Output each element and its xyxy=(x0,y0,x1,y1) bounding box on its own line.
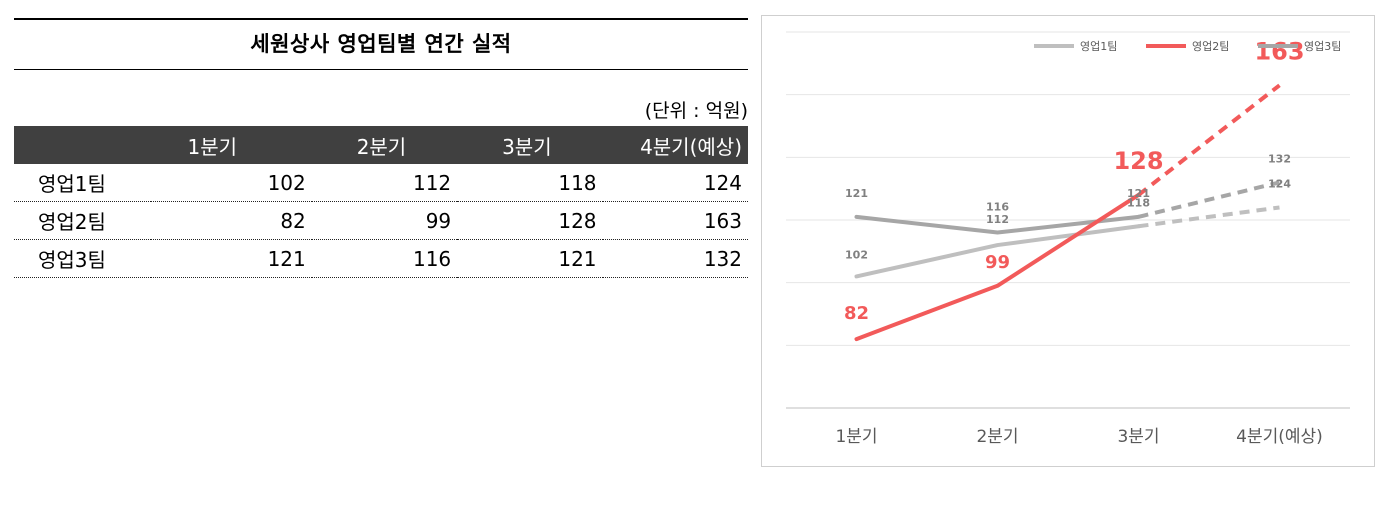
table-row: 영업1팀 102 112 118 124 xyxy=(14,164,748,202)
table-row: 영업2팀 82 99 128 163 xyxy=(14,201,748,240)
table-cell: 163 xyxy=(602,201,748,240)
x-tick-label: 3분기 xyxy=(1117,427,1159,447)
x-tick-label: 1분기 xyxy=(835,427,877,447)
header-cell: 4분기(예상) xyxy=(602,126,748,164)
data-label: 102 xyxy=(845,248,868,261)
table-title: 세원상사 영업팀별 연간 실적 xyxy=(250,32,512,56)
series-line xyxy=(854,224,1141,279)
row-name: 영업3팀 xyxy=(14,239,151,278)
data-label: 116 xyxy=(986,201,1009,214)
data-label: 121 xyxy=(1127,187,1150,200)
table-title-bar: 세원상사 영업팀별 연간 실적 xyxy=(14,18,748,70)
table-cell: 128 xyxy=(457,201,603,240)
data-label: 121 xyxy=(845,187,868,200)
table-cell: 121 xyxy=(150,239,312,278)
series-line xyxy=(854,192,1141,342)
x-tick-label: 4분기(예상) xyxy=(1236,427,1323,447)
data-label: 112 xyxy=(986,213,1009,226)
header-cell: 1분기 xyxy=(150,126,312,164)
table-cell: 82 xyxy=(150,201,312,240)
table-cell: 116 xyxy=(311,239,458,278)
data-label: 132 xyxy=(1268,152,1291,165)
row-name: 영업2팀 xyxy=(14,201,151,240)
table-cell: 124 xyxy=(602,164,748,202)
table-cell: 118 xyxy=(457,164,603,202)
data-label: 128 xyxy=(1113,147,1163,175)
row-name: 영업1팀 xyxy=(14,164,151,202)
table-header-row: 1분기 2분기 3분기 4분기(예상) xyxy=(14,126,748,164)
table-cell: 121 xyxy=(457,239,603,278)
sales-table: 1분기 2분기 3분기 4분기(예상) 영업1팀 102 112 118 124… xyxy=(14,126,748,278)
header-cell: 3분기 xyxy=(457,126,603,164)
series-line xyxy=(854,214,1141,235)
unit-label: (단위 : 억원) xyxy=(644,100,748,122)
table-row: 영업3팀 121 116 121 132 xyxy=(14,239,748,278)
table-cell: 102 xyxy=(150,164,312,202)
table-cell: 132 xyxy=(602,239,748,278)
data-label: 163 xyxy=(1254,37,1304,65)
table-cell: 99 xyxy=(311,201,458,240)
series-forecast-line xyxy=(1138,205,1280,229)
x-tick-label: 2분기 xyxy=(976,427,1018,447)
legend-label: 영업2팀 xyxy=(1192,40,1229,53)
header-cell xyxy=(14,126,151,164)
series-forecast-line xyxy=(1137,83,1281,197)
legend-label: 영업3팀 xyxy=(1304,40,1341,53)
data-label: 124 xyxy=(1268,177,1291,190)
data-label: 99 xyxy=(985,252,1010,273)
header-cell: 2분기 xyxy=(311,126,458,164)
line-chart: 1분기 2분기 3분기 4분기(예상) 102 112 118 124 82 99 128 163 12… xyxy=(761,15,1375,467)
series-forecast-line xyxy=(1138,180,1280,219)
chart-svg: 1분기 2분기 3분기 4분기(예상) 102 112 118 124 82 99 128 163 12… xyxy=(786,31,1350,447)
table-cell: 112 xyxy=(311,164,458,202)
data-label: 82 xyxy=(844,303,869,324)
data-label: 118 xyxy=(1127,196,1150,209)
legend-label: 영업1팀 xyxy=(1080,40,1117,53)
